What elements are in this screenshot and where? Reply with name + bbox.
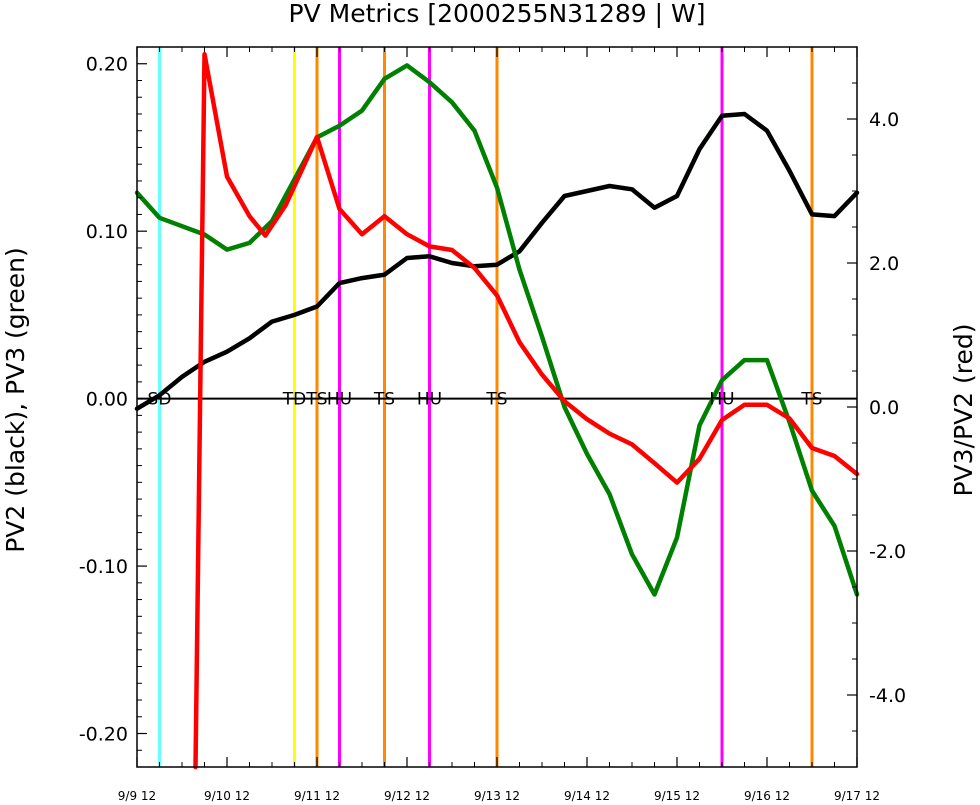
x-tick-label: 9/13 12 xyxy=(474,789,520,803)
stage-marker-label: TD xyxy=(282,390,306,410)
stage-marker-label: SD xyxy=(148,390,172,410)
left-axis-label: PV2 (black), PV3 (green) xyxy=(1,247,30,553)
x-tick-label: 9/12 12 xyxy=(384,789,430,803)
right-tick-label: 2.0 xyxy=(869,253,899,275)
x-tick-label: 9/10 12 xyxy=(204,789,250,803)
right-tick-label: 4.0 xyxy=(869,109,899,131)
left-tick-label: 0.20 xyxy=(86,54,128,76)
stage-marker-label: HU xyxy=(417,390,442,410)
stage-marker-label: TS xyxy=(800,390,822,410)
stage-marker-label: TS xyxy=(305,390,327,410)
series-line-pv2 xyxy=(134,111,860,411)
x-tick-label: 9/16 12 xyxy=(744,789,790,803)
x-tick-label: 9/15 12 xyxy=(654,789,700,803)
left-tick-label: -0.20 xyxy=(79,724,128,746)
stage-marker-lines xyxy=(158,47,814,767)
right-axis-label: PV3/PV2 (red) xyxy=(949,323,978,496)
right-tick-label: -2.0 xyxy=(869,541,906,563)
left-tick-label: 0.10 xyxy=(86,221,128,243)
x-tick-label: 9/17 12 xyxy=(834,789,880,803)
chart-title: PV Metrics [2000255N31289 | W] xyxy=(289,0,706,28)
axes-ticks: 0.20 0.10 0.00 -0.10 -0.20 4.0 2.0 0.0 -2.0 -4.0 9… xyxy=(79,46,906,803)
series-line-ratio xyxy=(193,51,860,770)
right-tick-label: 0.0 xyxy=(869,397,899,419)
stage-marker-label: TS xyxy=(485,390,507,410)
left-tick-label: -0.10 xyxy=(79,556,128,578)
stage-marker-label: HU xyxy=(327,390,352,410)
series-line-pv3 xyxy=(134,63,860,597)
data-series xyxy=(134,51,860,770)
left-tick-label: 0.00 xyxy=(86,389,128,411)
stage-marker-label: HU xyxy=(709,390,734,410)
stage-marker-labels: SD TD TS HU TS HU TS HU TS xyxy=(148,390,823,410)
x-tick-label: 9/9 12 xyxy=(118,789,156,803)
stage-marker-label: TS xyxy=(373,390,395,410)
x-tick-label: 9/14 12 xyxy=(564,789,610,803)
x-tick-label: 9/11 12 xyxy=(294,789,340,803)
right-tick-label: -4.0 xyxy=(869,685,906,707)
